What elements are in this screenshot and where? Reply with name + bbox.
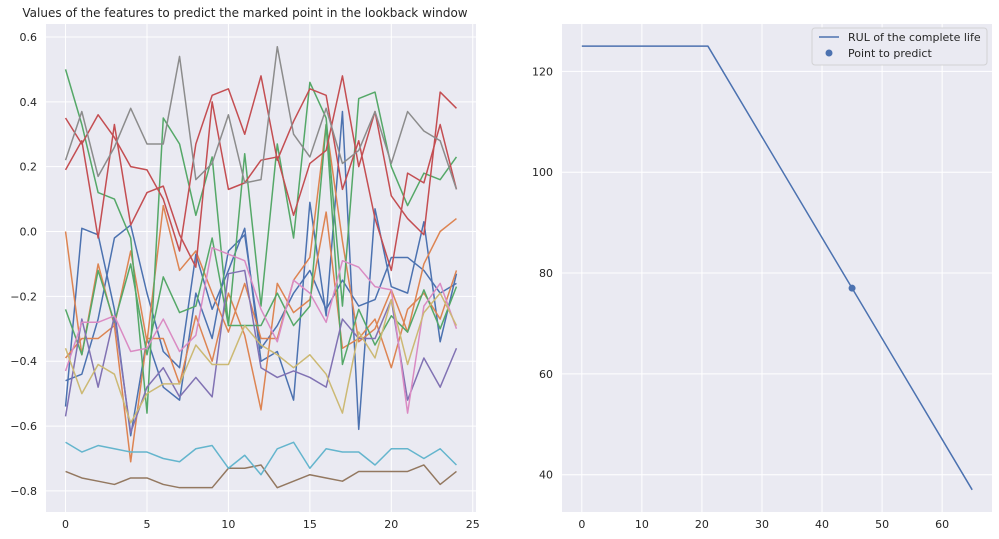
x-tick-label: 30 (755, 518, 769, 531)
rul-chart: 0 10 20 30 40 50 60 40 60 80 100 120 RUL of the co… (532, 24, 992, 531)
legend-marker-swatch (825, 49, 833, 57)
series-line-4 (64, 69, 458, 414)
series-line-11 (64, 45, 458, 190)
y-tick-label: 0.4 (20, 96, 38, 109)
y-tick-label: 0.2 (20, 161, 38, 174)
x-tick-label: 0 (62, 518, 69, 531)
feature-chart: Values of the features to predict the ma… (10, 6, 479, 531)
grid (562, 24, 992, 512)
x-tick-label: 15 (303, 518, 317, 531)
x-tick-label: 40 (815, 518, 829, 531)
x-tick-label: 20 (695, 518, 709, 531)
plot-area (46, 24, 476, 512)
y-tick-labels: 40 60 80 100 120 (532, 65, 553, 481)
y-tick-label: 0.0 (20, 226, 38, 239)
series-line-6 (64, 75, 458, 272)
series-lines (581, 45, 973, 491)
x-tick-labels: 0 10 20 30 40 50 60 (578, 518, 949, 531)
x-tick-label: 0 (578, 518, 585, 531)
x-tick-label: 50 (875, 518, 889, 531)
y-tick-labels: −0.8 −0.6 −0.4 −0.2 0.0 0.2 0.4 0.6 (10, 31, 37, 498)
plot-area (562, 24, 992, 512)
y-tick-label: 60 (539, 368, 553, 381)
x-tick-label: 10 (221, 518, 235, 531)
legend-entry-rul: RUL of the complete life (848, 31, 981, 44)
series-line-2 (64, 211, 458, 463)
y-tick-label: −0.8 (10, 485, 37, 498)
y-tick-label: −0.2 (10, 290, 37, 303)
y-tick-label: 100 (532, 166, 553, 179)
series-line-0 (581, 45, 973, 491)
y-tick-label: 40 (539, 469, 553, 482)
y-tick-label: 120 (532, 65, 553, 78)
series-line-1 (64, 227, 457, 437)
legend-box (811, 27, 988, 66)
series-line-5 (64, 123, 458, 366)
series-line-10 (64, 246, 458, 414)
series-line-12 (64, 292, 458, 424)
legend: RUL of the complete life Point to predic… (811, 27, 988, 66)
x-tick-labels: 0 5 10 15 20 25 (62, 518, 480, 531)
x-tick-label: 25 (466, 518, 480, 531)
series-line-7 (64, 75, 457, 268)
series-line-13 (65, 441, 457, 476)
legend-entry-point: Point to predict (848, 47, 932, 60)
series-lines (64, 45, 458, 489)
x-tick-label: 60 (935, 518, 949, 531)
y-tick-label: −0.6 (10, 420, 37, 433)
series-line-9 (65, 464, 457, 489)
x-tick-label: 20 (384, 518, 398, 531)
scatter-point (848, 284, 856, 292)
y-tick-label: −0.4 (10, 355, 37, 368)
x-tick-label: 5 (143, 518, 150, 531)
chart-title: Values of the features to predict the ma… (22, 6, 467, 20)
y-tick-label: 80 (539, 267, 553, 280)
x-tick-label: 10 (635, 518, 649, 531)
y-tick-label: 0.6 (20, 31, 38, 44)
